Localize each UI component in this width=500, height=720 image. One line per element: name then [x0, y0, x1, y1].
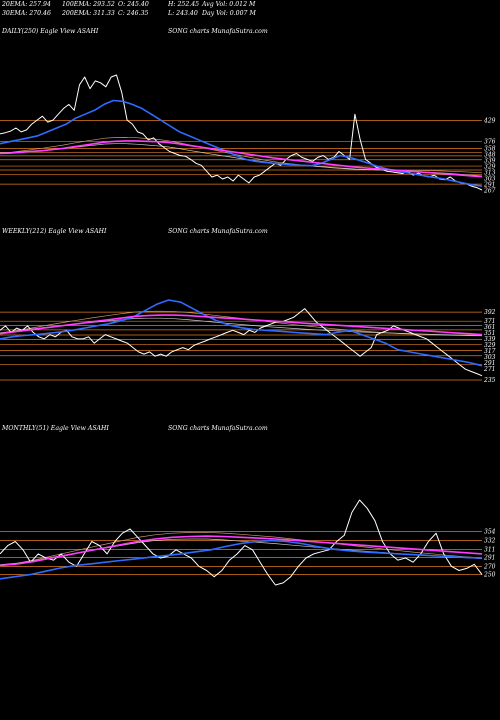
monthly-ema-band-upper — [0, 531, 483, 566]
daily-level-label-267: 267 — [483, 187, 496, 194]
monthly-fast_ema-line — [0, 539, 483, 580]
weekly-slow_ema-line — [0, 314, 483, 336]
daily-price-line — [0, 74, 483, 191]
daily-level-label-339: 339 — [484, 157, 496, 164]
weekly-level-label-361: 361 — [484, 324, 495, 331]
weekly-level-label-291: 291 — [483, 360, 495, 367]
daily-level-label-348: 348 — [484, 151, 496, 158]
low-label: L: 243.40 — [168, 10, 198, 17]
monthly-level-label-250: 250 — [483, 572, 496, 579]
monthly-level-label-354: 354 — [484, 529, 496, 536]
weekly-level-label-371: 371 — [484, 318, 495, 325]
avg-vol-label: Avg Vol: 0.012 M — [202, 1, 256, 8]
daily-panel-title: DAILY(250) Eagle View ASAHI — [2, 28, 99, 35]
monthly-slow_ema-line — [0, 535, 483, 567]
ema100-label: 100EMA: 293.52 — [62, 1, 115, 8]
daily-level-label-303: 303 — [484, 175, 496, 182]
ema200-label: 200EMA: 311.33 — [62, 10, 115, 17]
daily-level-label-313: 313 — [484, 169, 496, 176]
weekly-panel-title: WEEKLY(212) Eagle View ASAHI — [2, 228, 107, 235]
weekly-level-label-271: 271 — [483, 366, 495, 373]
monthly-level-label-291: 291 — [483, 555, 495, 562]
high-label: H: 252.45 — [168, 1, 200, 8]
monthly-price-line — [0, 499, 483, 586]
daily-level-label-329: 329 — [484, 163, 496, 170]
weekly-level-label-351: 351 — [484, 330, 495, 337]
monthly-level-label-332: 332 — [484, 538, 496, 545]
daily-level-label-291: 291 — [483, 181, 495, 188]
daily-level-label-429: 429 — [483, 118, 496, 125]
weekly-panel-credit: SONG charts MunafaSutra.com — [168, 228, 268, 235]
daily-slow_ema-line — [0, 140, 483, 178]
daily-level-label-376: 376 — [484, 138, 496, 145]
weekly-fast_ema-line — [0, 299, 483, 367]
monthly-level-label-270: 270 — [483, 563, 496, 570]
daily-fast_ema-line — [0, 99, 483, 187]
open-label: O: 245.40 — [118, 1, 149, 8]
monthly-level-label-311: 311 — [484, 546, 495, 553]
weekly-level-label-339: 339 — [484, 336, 496, 343]
weekly-level-label-303: 303 — [484, 354, 496, 361]
monthly-panel-title: MONTHLY(51) Eagle View ASAHI — [2, 425, 109, 432]
daily-level-label-358: 358 — [484, 145, 496, 152]
daily-ema-band-upper — [0, 137, 483, 174]
weekly-level-label-392: 392 — [484, 309, 496, 316]
weekly-level-label-329: 329 — [484, 342, 496, 349]
day-vol-label: Day Vol: 0.007 M — [202, 10, 256, 17]
ema30-label: 30EMA: 270.46 — [2, 10, 51, 17]
monthly-panel-credit: SONG charts MunafaSutra.com — [168, 425, 268, 432]
daily-panel-credit: SONG charts MunafaSutra.com — [168, 28, 268, 35]
close-label: C: 246.35 — [118, 10, 149, 17]
ema20-label: 20EMA: 257.94 — [2, 1, 51, 8]
weekly-level-label-317: 317 — [484, 348, 496, 355]
weekly-level-label-235: 235 — [483, 377, 496, 384]
